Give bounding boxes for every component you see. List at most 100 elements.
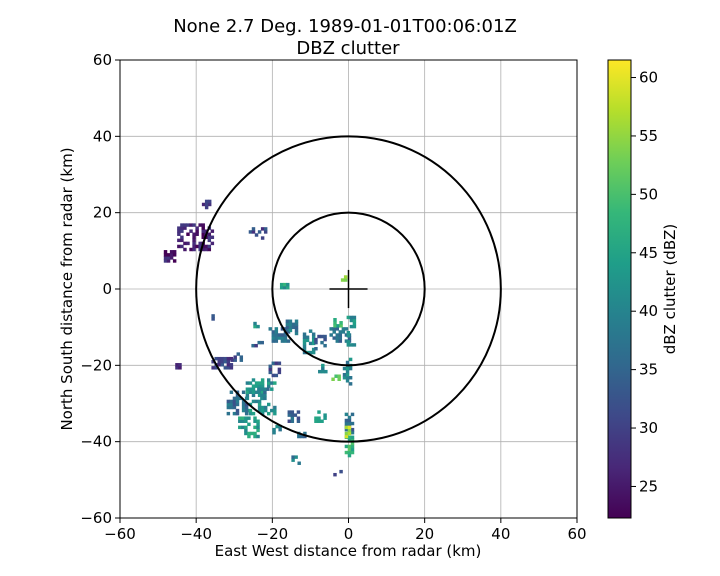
clutter-cell [267, 381, 271, 385]
clutter-cell [274, 361, 279, 365]
clutter-cell [204, 229, 208, 233]
clutter-cell [254, 381, 259, 385]
clutter-cell [285, 319, 290, 323]
clutter-cell [350, 435, 355, 440]
clutter-cell [201, 232, 205, 236]
clutter-cell [178, 363, 182, 367]
clutter-cell [244, 396, 249, 401]
clutter-cell [201, 202, 206, 207]
y-tick-label: 40 [93, 127, 112, 145]
clutter-cell [210, 241, 215, 246]
clutter-cell [287, 413, 292, 417]
clutter-cell [278, 424, 282, 429]
clutter-cell [256, 324, 260, 329]
clutter-cell [291, 458, 295, 462]
clutter-cell [282, 282, 287, 287]
clutter-cell [229, 363, 234, 367]
clutter-cell [338, 339, 343, 343]
clutter-cell [283, 333, 288, 337]
clutter-cell [347, 447, 352, 452]
clutter-cell [273, 408, 277, 413]
clutter-cell [251, 230, 256, 234]
clutter-cell [268, 327, 272, 331]
clutter-cell [217, 356, 221, 361]
clutter-cell [232, 402, 237, 407]
clutter-cell [244, 402, 249, 407]
clutter-cell [347, 421, 352, 426]
clutter-cell [254, 343, 258, 348]
clutter-cell [192, 238, 196, 243]
clutter-cell [317, 334, 321, 339]
clutter-cell [220, 359, 224, 364]
clutter-cell [294, 455, 298, 459]
clutter-cell [350, 438, 355, 443]
clutter-cell [210, 229, 215, 233]
clutter-cell [180, 244, 184, 249]
clutter-cell [347, 418, 352, 423]
clutter-cell [346, 340, 351, 344]
clutter-cell [345, 376, 350, 380]
clutter-cell [180, 226, 184, 230]
clutter-cell [347, 453, 352, 458]
clutter-cell [195, 229, 199, 233]
clutter-cell [308, 350, 313, 355]
clutter-cell [342, 366, 347, 371]
clutter-cell [332, 336, 336, 340]
clutter-cell [350, 441, 355, 446]
clutter-cell [263, 390, 267, 394]
clutter-cell [300, 434, 304, 439]
clutter-cell [254, 233, 259, 237]
clutter-cell [244, 431, 248, 436]
clutter-cell [260, 381, 265, 385]
clutter-cell [339, 321, 343, 325]
clutter-cell [286, 282, 290, 287]
clutter-cell [230, 358, 234, 362]
clutter-cell [260, 384, 265, 388]
clutter-cell [223, 359, 228, 364]
clutter-cell [297, 434, 301, 439]
clutter-cell [347, 428, 352, 433]
chart-title-line2: DBZ clutter [296, 38, 400, 59]
clutter-cell [263, 393, 267, 398]
clutter-cell [270, 387, 274, 391]
clutter-cell [229, 399, 234, 404]
clutter-cell [235, 402, 240, 407]
clutter-cell [183, 226, 187, 230]
clutter-cell [207, 244, 212, 249]
y-tick-label: 0 [102, 280, 112, 298]
clutter-cell [247, 434, 251, 439]
clutter-cell [177, 229, 181, 233]
clutter-cell [207, 238, 212, 243]
clutter-cell [308, 329, 313, 333]
clutter-cell [241, 405, 246, 410]
clutter-cell [291, 322, 296, 327]
clutter-cell [256, 434, 260, 439]
clutter-cell [177, 244, 181, 249]
clutter-cell [204, 205, 209, 210]
clutter-cell [288, 322, 293, 327]
clutter-cell [211, 314, 215, 318]
clutter-cell [271, 333, 276, 337]
clutter-cell [286, 285, 290, 290]
clutter-cell [163, 250, 168, 254]
clutter-cell [207, 235, 212, 240]
clutter-cell [260, 408, 265, 413]
clutter-cell [273, 381, 277, 385]
clutter-cell [172, 250, 177, 254]
clutter-cell [303, 434, 307, 439]
y-tick-label: 20 [93, 204, 112, 222]
clutter-cell [251, 227, 256, 231]
clutter-cell [311, 341, 316, 346]
clutter-cell [314, 347, 318, 351]
clutter-cell [217, 363, 221, 367]
clutter-cell [183, 223, 187, 227]
x-axis-label: East West distance from radar (km) [215, 542, 482, 560]
clutter-cell [229, 402, 234, 407]
x-tick-label: −20 [257, 525, 289, 543]
clutter-cell [263, 396, 267, 401]
clutter-cell [253, 416, 257, 420]
clutter-cell [232, 405, 237, 410]
clutter-cell [337, 377, 341, 381]
clutter-cell [207, 232, 212, 236]
clutter-cell [204, 244, 208, 249]
